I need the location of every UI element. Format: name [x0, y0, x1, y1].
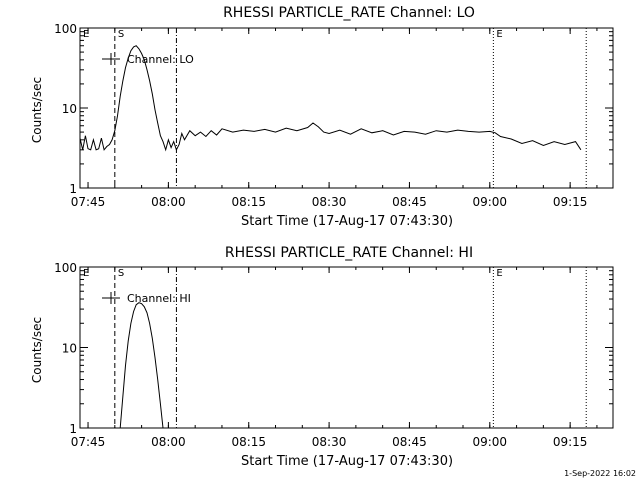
x-axis-label: Start Time (17-Aug-17 07:43:30): [241, 454, 453, 469]
x-tick-label: 08:15: [231, 195, 266, 209]
y-axis-label: Counts/sec: [30, 317, 44, 383]
event-marker-label: E: [496, 29, 502, 40]
y-tick-label: 100: [54, 261, 77, 275]
x-axis-ticks: 07:45 08:00 08:15 08:30 08:45 09:00 09:15: [71, 28, 598, 209]
chart-title: RHESSI PARTICLE_RATE Channel: LO: [223, 5, 475, 21]
legend: Channel: LO: [102, 53, 194, 66]
legend-label: Channel: LO: [127, 53, 194, 66]
x-tick-label: 09:00: [472, 435, 507, 449]
x-tick-label: 08:00: [151, 435, 186, 449]
y-axis-ticks: 1 10 100: [54, 22, 613, 196]
series-line-lo: [79, 45, 582, 152]
x-tick-label: 09:00: [472, 195, 507, 209]
y-axis-ticks: 1 10 100: [54, 261, 613, 436]
y-tick-label: 1: [69, 182, 77, 196]
x-tick-label: 09:15: [553, 435, 588, 449]
panel-hi: RHESSI PARTICLE_RATE Channel: HI E S E 07:…: [30, 245, 614, 469]
x-tick-label: 08:30: [312, 435, 347, 449]
x-tick-label: 08:15: [231, 435, 266, 449]
x-tick-label: 07:45: [71, 435, 106, 449]
footer-stamp: 1-Sep-2022 16:02: [564, 469, 636, 478]
x-tick-label: 08:45: [392, 435, 427, 449]
y-tick-label: 1: [69, 422, 77, 436]
y-axis-label: Counts/sec: [30, 77, 44, 143]
event-marker-label: E: [83, 268, 89, 279]
x-axis-label: Start Time (17-Aug-17 07:43:30): [241, 214, 453, 229]
event-marker-label: S: [118, 29, 124, 40]
series-line-hi: [119, 302, 164, 429]
event-marker-label: S: [118, 268, 124, 279]
event-marker-label: E: [83, 29, 89, 40]
panel-lo: RHESSI PARTICLE_RATE Channel: LO E S E 07:…: [30, 5, 614, 229]
y-tick-label: 10: [62, 102, 77, 116]
x-tick-label: 08:30: [312, 195, 347, 209]
x-tick-label: 08:00: [151, 195, 186, 209]
legend-label: Channel: HI: [127, 292, 191, 305]
y-tick-label: 100: [54, 22, 77, 36]
x-axis-ticks: 07:45 08:00 08:15 08:30 08:45 09:00 09:15: [71, 267, 598, 449]
legend: Channel: HI: [102, 292, 191, 305]
chart-title: RHESSI PARTICLE_RATE Channel: HI: [225, 245, 473, 261]
x-tick-label: 08:45: [392, 195, 427, 209]
y-tick-label: 10: [62, 342, 77, 356]
x-tick-label: 09:15: [553, 195, 588, 209]
x-tick-label: 07:45: [71, 195, 106, 209]
event-marker-label: E: [496, 268, 502, 279]
plot-frame: [79, 27, 614, 189]
